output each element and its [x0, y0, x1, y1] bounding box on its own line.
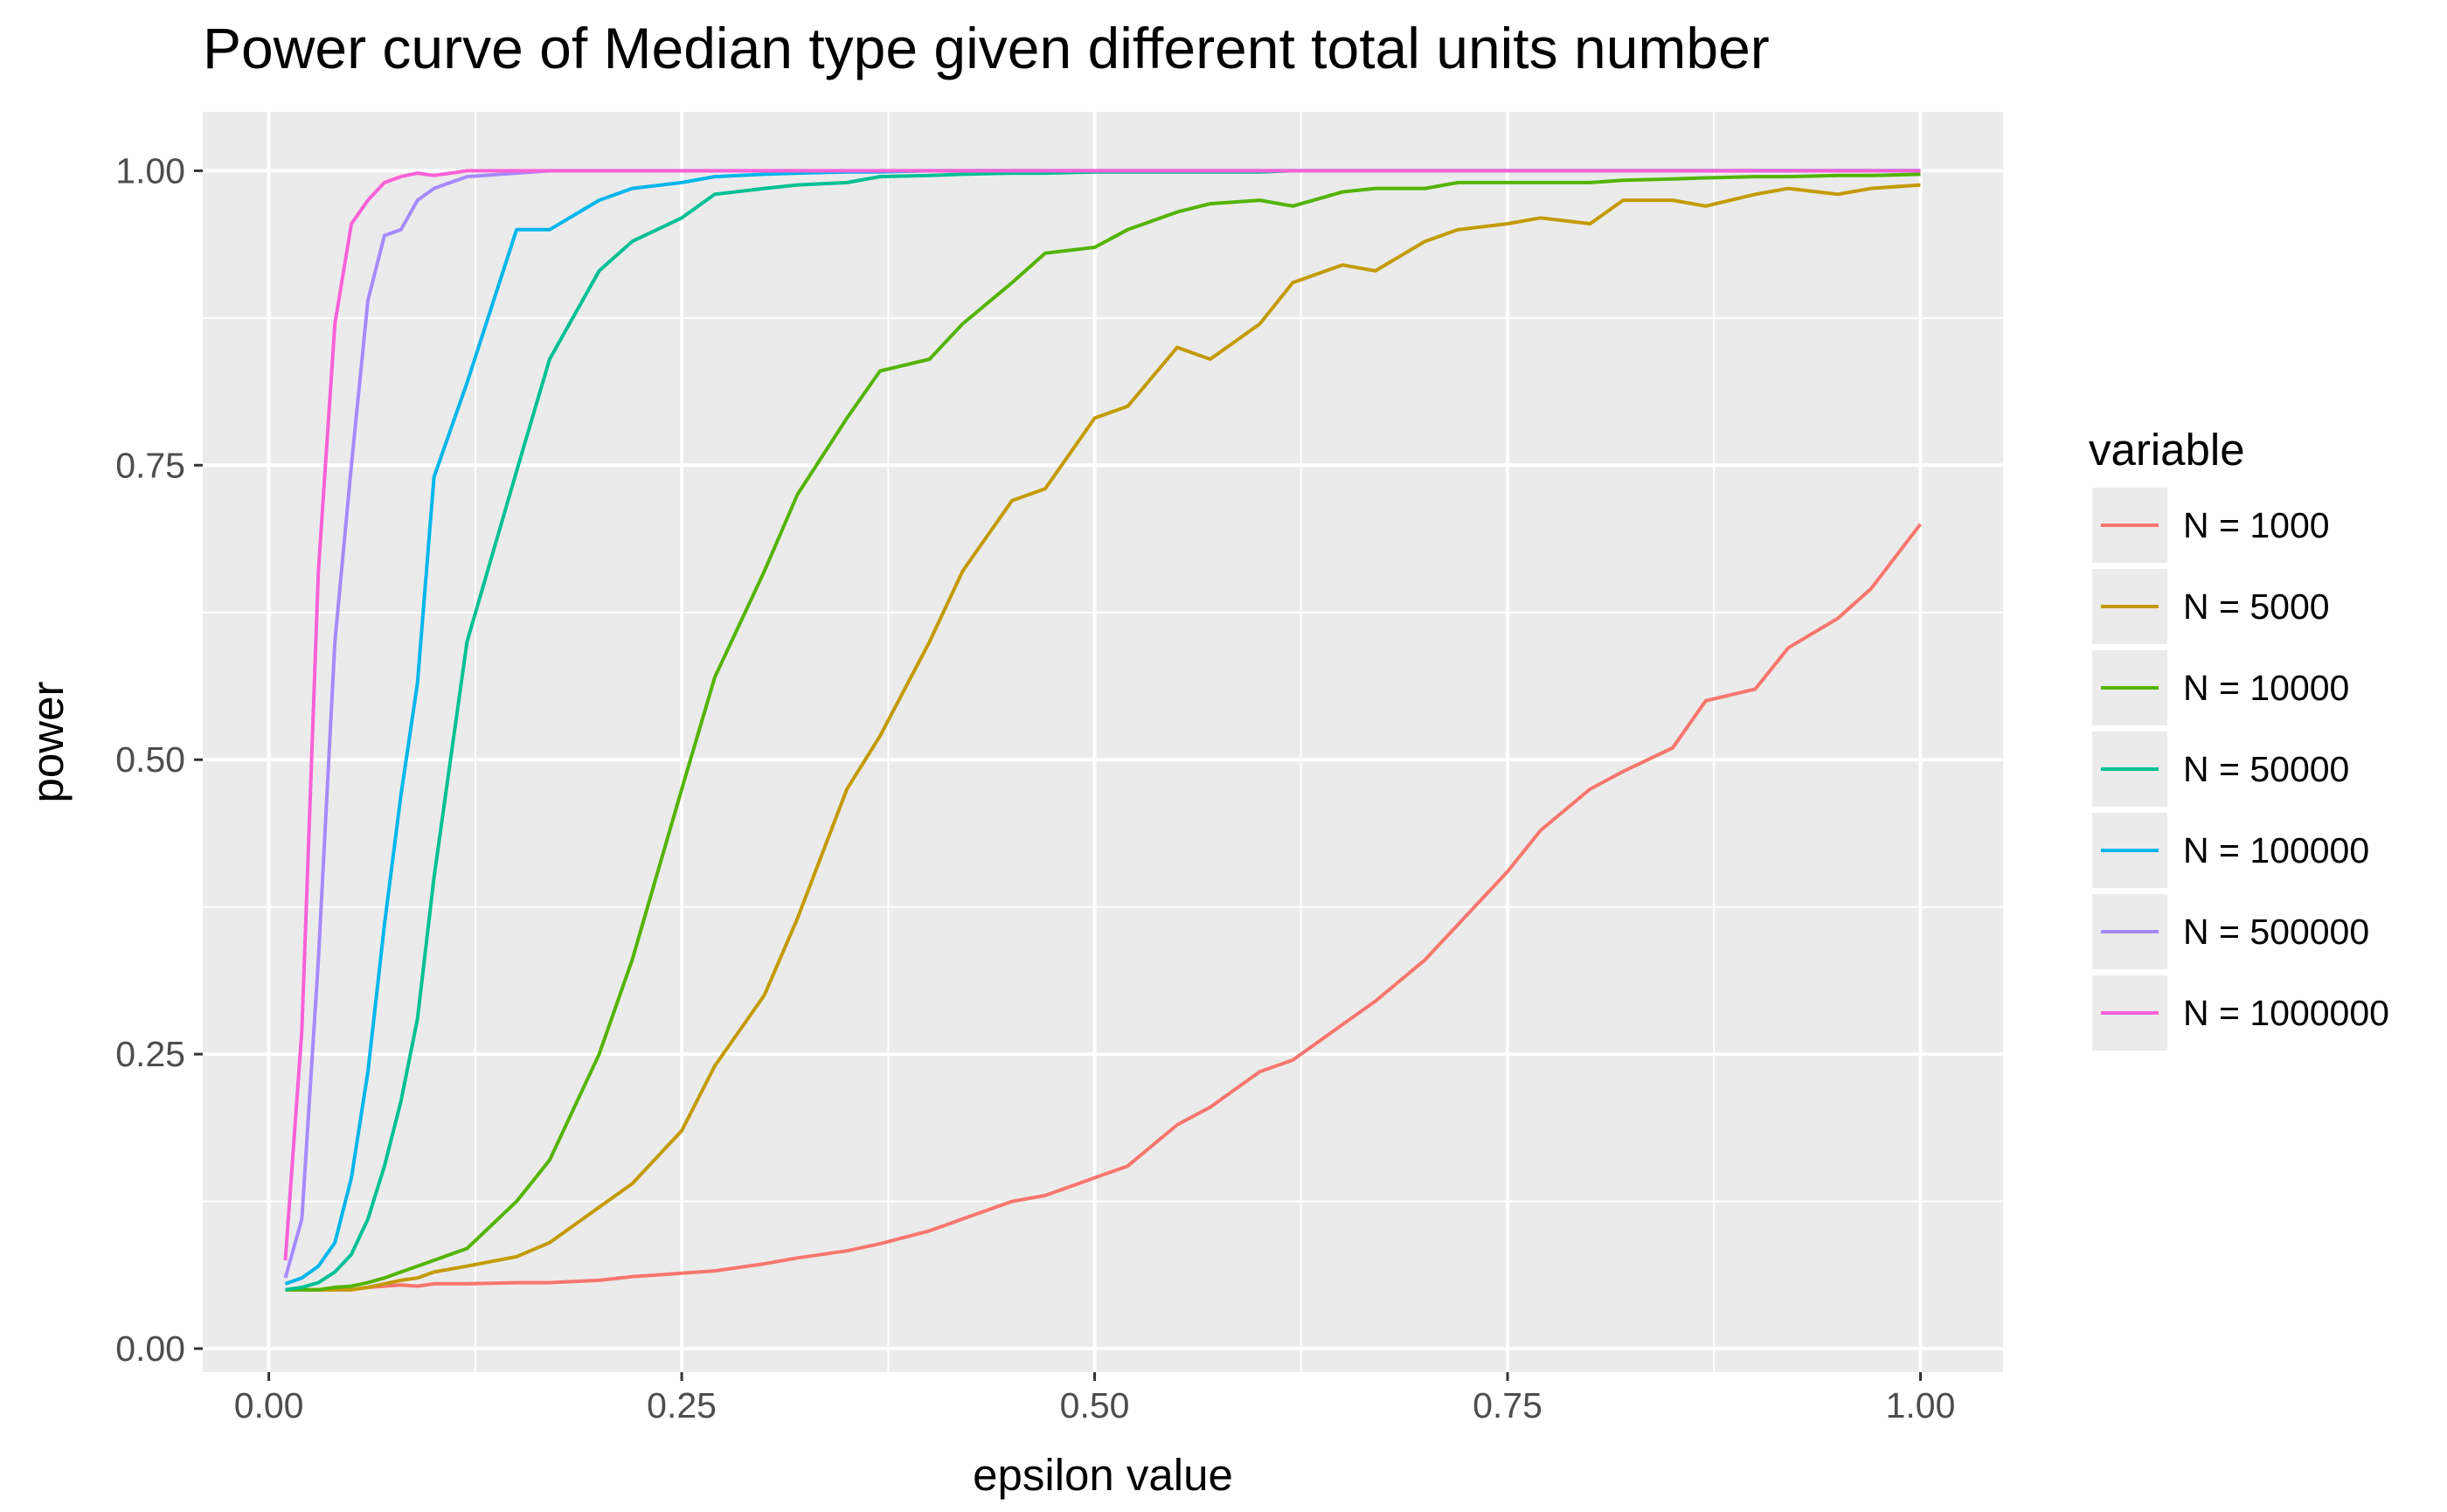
- legend-label: N = 50000: [2183, 749, 2349, 789]
- x-tick-label: 0.75: [1473, 1385, 1542, 1425]
- y-tick-label: 1.00: [115, 150, 185, 191]
- axis-ticks: 0.00 0.25 0.50 0.75 1.00 0.00 0.25 0.50 0.75 1.00: [115, 150, 1955, 1425]
- x-tick-label: 1.00: [1886, 1385, 1956, 1425]
- legend: variable N = 1000 N = 5000 N = 10000 N = 50…: [2089, 425, 2389, 1051]
- y-tick-label: 0.75: [115, 445, 185, 485]
- y-tick-label: 0.25: [115, 1034, 185, 1074]
- chart-title: Power curve of Median type given differe…: [203, 16, 1770, 80]
- legend-label: N = 10000: [2183, 668, 2349, 708]
- x-tick-label: 0.25: [647, 1385, 717, 1425]
- legend-label: N = 500000: [2183, 912, 2369, 952]
- y-tick-label: 0.50: [115, 739, 185, 780]
- series-line: [285, 172, 1921, 1292]
- legend-label: N = 5000: [2183, 586, 2330, 627]
- legend-label: N = 1000000: [2183, 993, 2389, 1033]
- legend-label: N = 1000: [2183, 505, 2330, 545]
- series-lines: [283, 169, 1923, 1292]
- series-line: [285, 183, 1921, 1292]
- x-tick-label: 0.00: [234, 1385, 304, 1425]
- x-tick-label: 0.50: [1060, 1385, 1130, 1425]
- legend-title: variable: [2089, 425, 2245, 475]
- y-axis-title: power: [23, 682, 73, 803]
- y-tick-label: 0.00: [115, 1328, 185, 1369]
- x-axis-title: epsilon value: [973, 1450, 1233, 1500]
- legend-label: N = 100000: [2183, 830, 2369, 870]
- series-line: [285, 523, 1923, 1292]
- plot-panel: [203, 112, 2003, 1372]
- grid-minor: [203, 112, 2003, 1372]
- series-line: [283, 169, 1921, 1261]
